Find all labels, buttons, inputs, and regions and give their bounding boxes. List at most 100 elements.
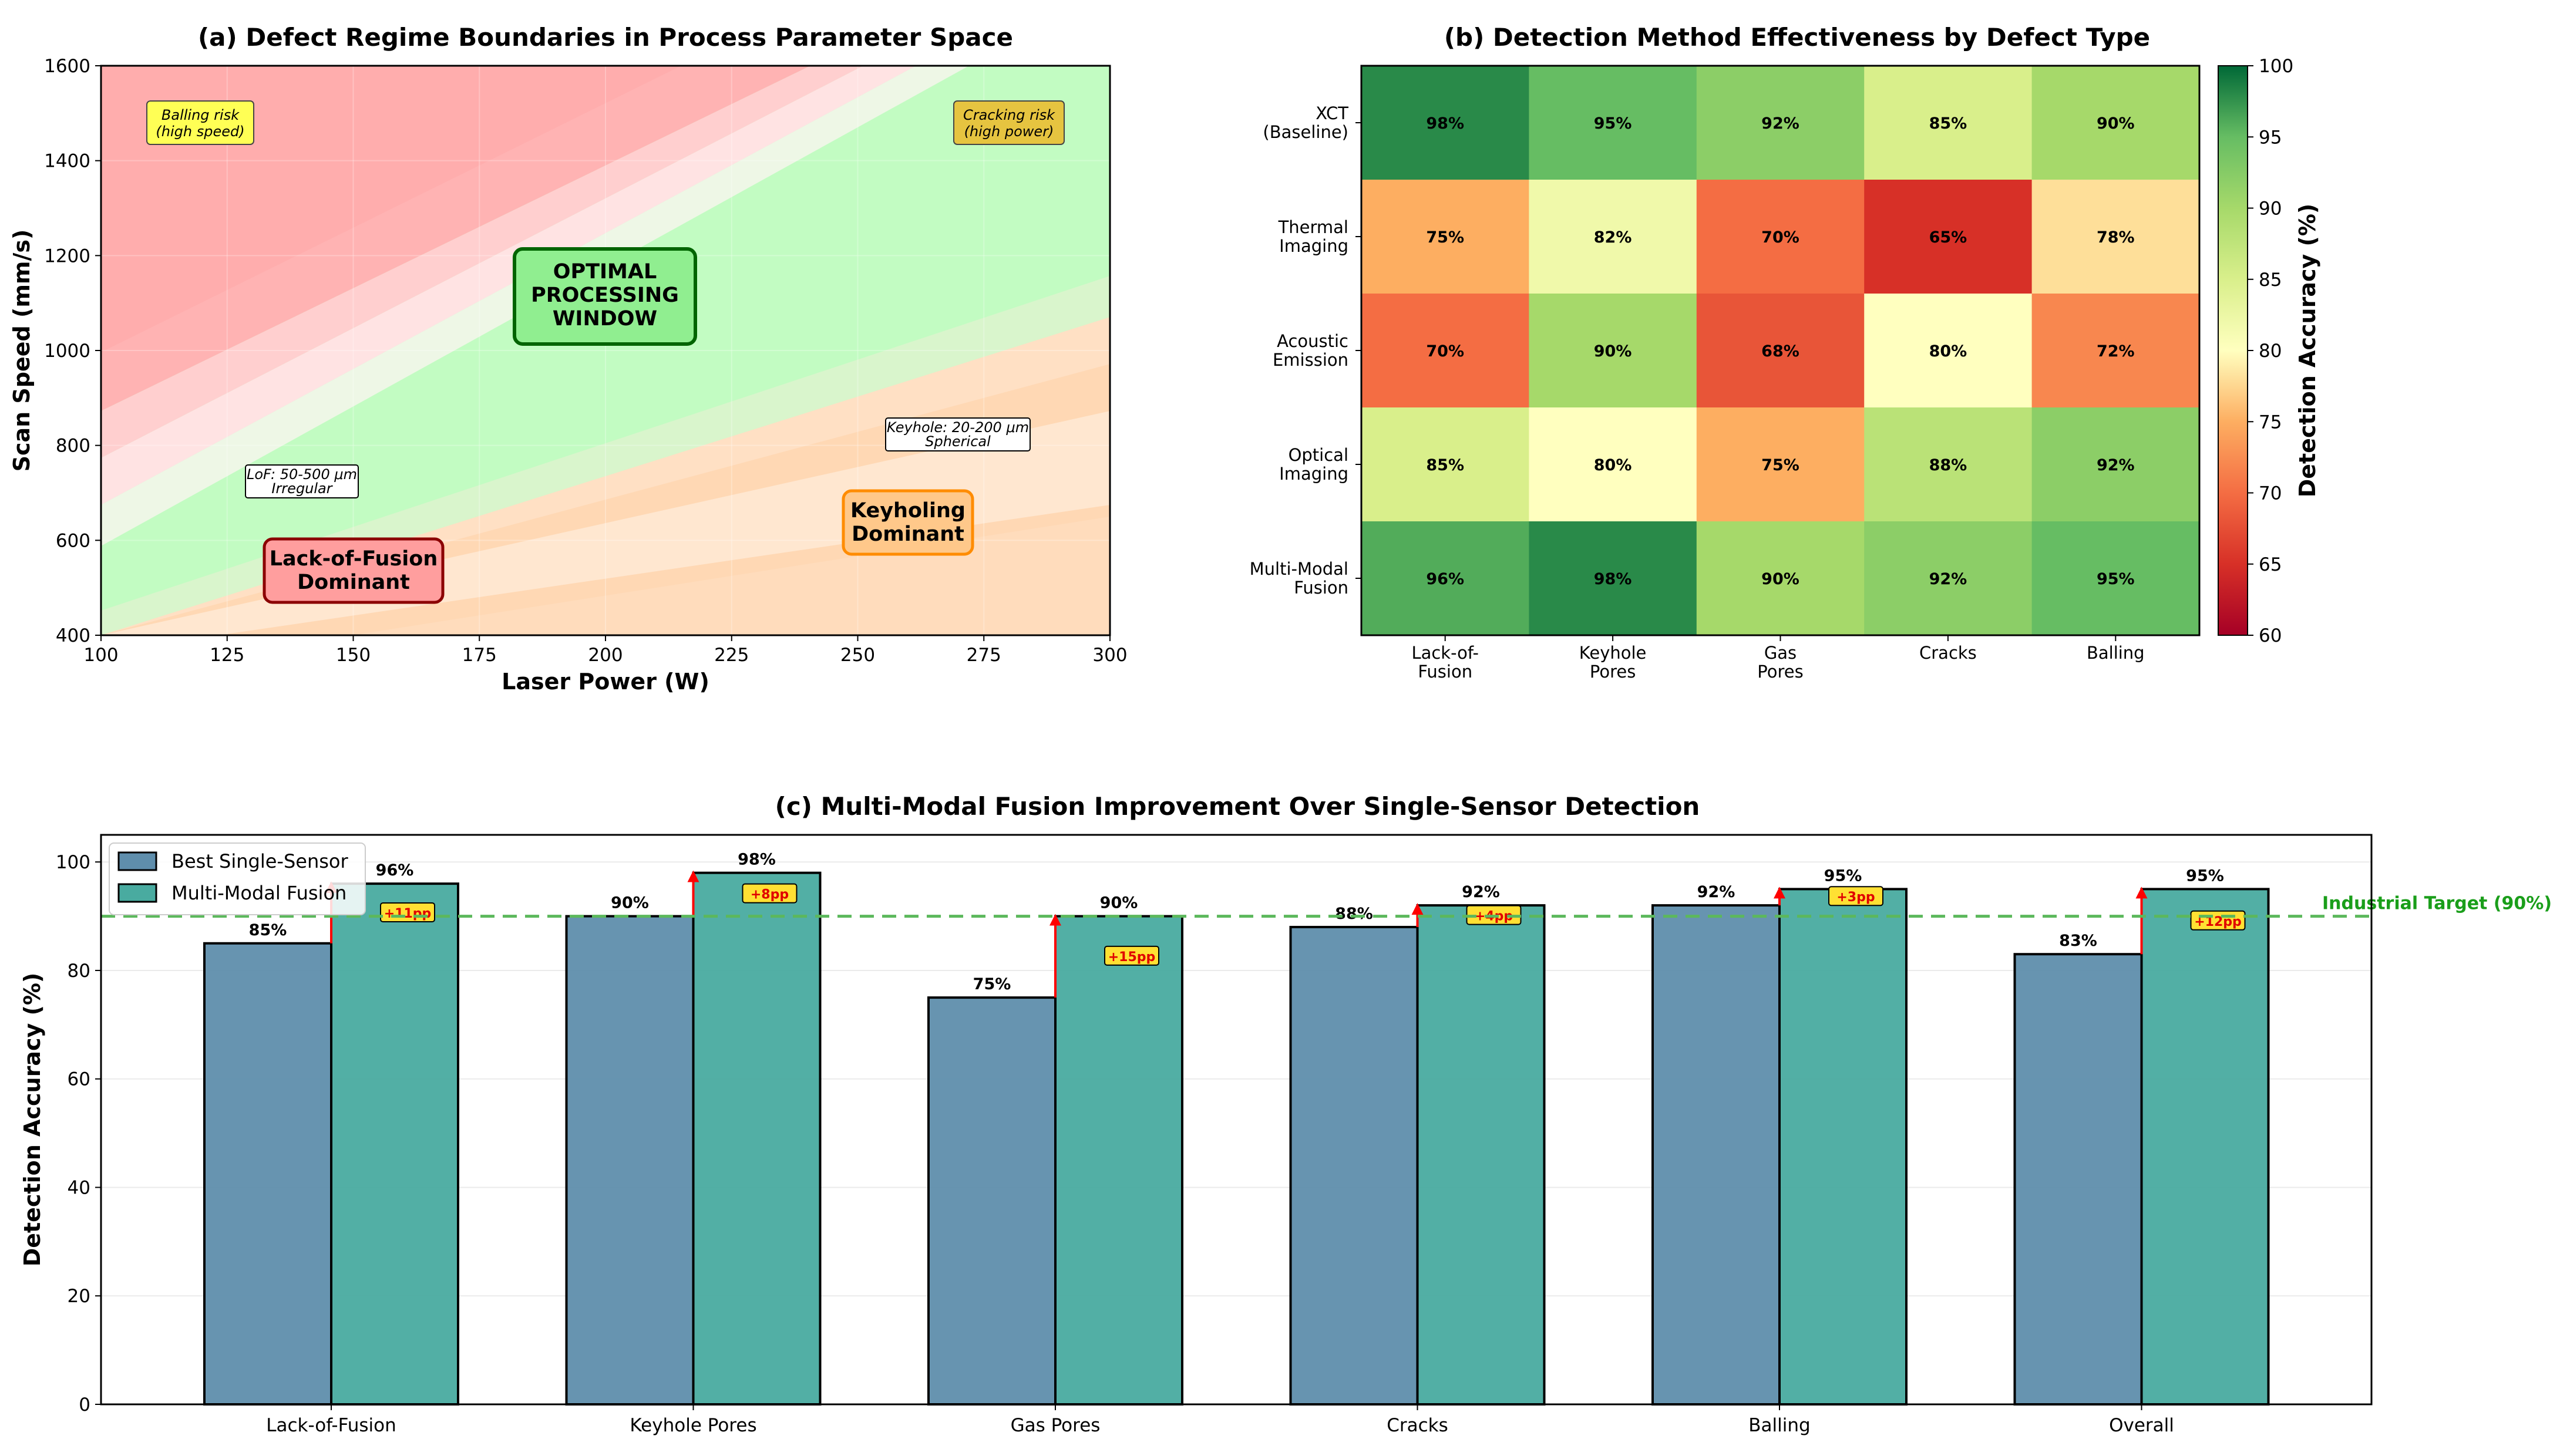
bar-single-sensor [1289, 926, 1419, 1406]
heatmap-cell-value: 85% [1426, 456, 1464, 474]
legend-swatch-fusion [117, 883, 157, 903]
heatmap-cell-value: 95% [2097, 570, 2135, 588]
heatmap-row-label: Acoustic [1277, 331, 1348, 351]
bar-value-label: 95% [1824, 867, 1862, 885]
panel-a-ticks: 100 125 150 175 200 225 250 275 300 400 600 800 1000… [44, 56, 1127, 666]
svg-text:PROCESSING: PROCESSING [531, 284, 679, 307]
heatmap-cell [1529, 521, 1697, 636]
heatmap-cell [1361, 180, 1529, 294]
heatmap-col-label: Lack-of- [1411, 643, 1479, 663]
heatmap-cell [1361, 294, 1529, 408]
svg-text:Dominant: Dominant [297, 571, 410, 594]
heatmap-axis-labels: XCT(Baseline)ThermalImagingAcousticEmiss… [1250, 103, 2145, 682]
colorbar [2218, 65, 2248, 636]
heatmap-cell-value: 75% [1426, 228, 1464, 247]
bar-value-label: 95% [2186, 867, 2224, 885]
colorbar-tick-label: 85 [2259, 269, 2282, 291]
heatmap-cell [1696, 180, 1865, 294]
panel-a-ytick-label: 1200 [44, 245, 90, 267]
heatmap-cell [1361, 407, 1529, 522]
heatmap-cell [1529, 407, 1697, 522]
heatmap-row-label: Imaging [1279, 464, 1348, 484]
panel-c-ytick-label: 40 [68, 1177, 90, 1198]
heatmap-col-label: Balling [2087, 643, 2145, 663]
bar-single-sensor [2013, 953, 2143, 1406]
heatmap-cell [1529, 66, 1697, 180]
panel-c-ytick-label: 80 [68, 960, 90, 982]
bar-single-sensor [203, 942, 332, 1406]
svg-text:Lack-of-Fusion: Lack-of-Fusion [270, 547, 438, 571]
svg-text:OPTIMAL: OPTIMAL [553, 260, 657, 284]
panel-a-ytick-label: 400 [56, 625, 90, 646]
heatmap-cell-value: 82% [1594, 228, 1632, 247]
gain-badge-label: +11pp [384, 906, 432, 921]
heatmap-cell-value: 88% [1929, 456, 1967, 474]
panel-a-ytick-label: 1600 [44, 56, 90, 77]
heatmap-col-label: Fusion [1418, 662, 1472, 682]
heatmap-cell-value: 80% [1594, 456, 1632, 474]
svg-text:Cracking risk: Cracking risk [963, 107, 1055, 123]
bar-multi-modal [330, 882, 459, 1406]
heatmap-cell [1864, 294, 2033, 408]
colorbar-tick-label: 95 [2259, 127, 2282, 148]
bar-value-label: 85% [249, 921, 287, 939]
lof-size-annotation: LoF: 50-500 μm Irregular [245, 464, 359, 498]
heatmap-cells: 98% 95% 92% 85% 90% 75% 82% 70% 65% 78% 70% 90% 68% 8… [1361, 66, 2200, 636]
heatmap-cell [1696, 66, 1865, 180]
panel-c-ylabel: Detection Accuracy (%) [19, 973, 45, 1267]
industrial-target-label: Industrial Target (90%) [2322, 894, 2552, 914]
heatmap-cell-value: 98% [1594, 570, 1632, 588]
keyhole-size-annotation: Keyhole: 20-200 μm Spherical [885, 417, 1031, 451]
heatmap-cell [2031, 66, 2200, 180]
colorbar-label: Detection Accuracy (%) [2295, 204, 2320, 498]
heatmap-cell-value: 65% [1929, 228, 1967, 247]
panel-a-ylabel: Scan Speed (mm/s) [9, 230, 35, 472]
heatmap-cell-value: 70% [1761, 228, 1799, 247]
heatmap-cell [1361, 521, 1529, 636]
panel-a-xlabel: Laser Power (W) [502, 669, 709, 695]
bar-value-label: 92% [1462, 883, 1500, 901]
gain-badge-label: +3pp [1836, 890, 1875, 905]
panel-c-ytick-label: 60 [68, 1069, 90, 1090]
bar-value-label: 90% [1100, 894, 1138, 912]
panel-a-xtick-label: 300 [1092, 645, 1127, 666]
svg-text:(high power): (high power) [964, 123, 1054, 140]
panel-a-title: (a) Defect Regime Boundaries in Process … [198, 23, 1013, 52]
optimal-window-label: OPTIMAL PROCESSING WINDOW [513, 247, 697, 346]
heatmap-row-label: (Baseline) [1263, 122, 1348, 142]
svg-text:WINDOW: WINDOW [553, 307, 657, 331]
bar-single-sensor [1651, 904, 1781, 1406]
heatmap-cell-value: 92% [2097, 456, 2135, 474]
heatmap-cell-value: 90% [1594, 342, 1632, 360]
panel-a-regime-map: (a) Defect Regime Boundaries in Process … [9, 23, 1128, 695]
heatmap-cell-value: 90% [2097, 114, 2135, 133]
svg-text:LoF: 50-500 μm: LoF: 50-500 μm [247, 466, 357, 483]
panel-c-legend: Best Single-Sensor Multi-Modal Fusion [109, 842, 366, 915]
heatmap-col-label: Gas [1764, 643, 1797, 663]
legend-label-fusion: Multi-Modal Fusion [171, 882, 347, 904]
colorbar-tick-label: 70 [2259, 483, 2282, 504]
gain-badge [1828, 886, 1883, 906]
panel-a-xtick-label: 175 [462, 645, 497, 666]
panel-a-ytick-label: 1000 [44, 341, 90, 362]
legend-label-single: Best Single-Sensor [171, 850, 348, 872]
bar-multi-modal [2140, 888, 2270, 1406]
heatmap-row-label: Emission [1273, 350, 1348, 370]
heatmap-row-label: Multi-Modal [1250, 559, 1348, 579]
panel-c-frame [100, 834, 2373, 1406]
heatmap-cell [1529, 180, 1697, 294]
gain-badge [742, 883, 798, 904]
panel-c-bars: 85%96%+11pp90%98%+8pp75%90%+15pp88%92%+4… [203, 851, 2270, 1406]
heatmap-cell [2031, 407, 2200, 522]
svg-text:Keyholing: Keyholing [850, 499, 966, 523]
bar-multi-modal [1416, 904, 1546, 1406]
panel-c-ytick-label: 0 [79, 1394, 90, 1415]
svg-text:Dominant: Dominant [852, 523, 964, 546]
panel-a-xtick-label: 150 [336, 645, 371, 666]
panel-c-ytick-label: 100 [56, 852, 90, 873]
keyhole-region-label: Keyholing Dominant [842, 489, 974, 556]
colorbar-tick-label: 65 [2259, 554, 2282, 575]
heatmap-cell-value: 92% [1929, 570, 1967, 588]
gain-badge-label: +8pp [751, 888, 789, 902]
heatmap-cell-value: 90% [1761, 570, 1799, 588]
